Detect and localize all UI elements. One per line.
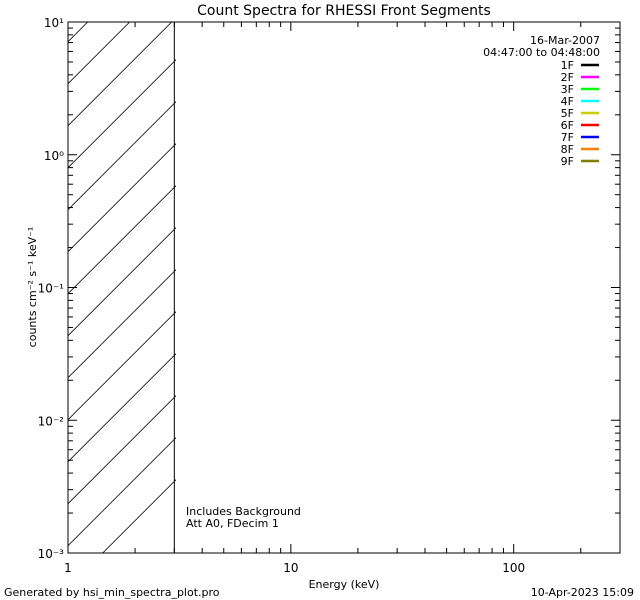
y-tick-label: 10¹ — [44, 16, 64, 30]
legend-label-3F: 3F — [561, 83, 574, 96]
legend-label-4F: 4F — [561, 95, 574, 108]
x-tick-label: 1 — [64, 561, 72, 575]
legend-label-1F: 1F — [561, 59, 574, 72]
x-axis-label: Energy (keV) — [309, 578, 380, 591]
plot-area — [68, 22, 620, 553]
background-note: Includes Background — [186, 505, 301, 518]
legend-label-6F: 6F — [561, 119, 574, 132]
x-tick-label: 10 — [283, 561, 298, 575]
y-axis-label: counts cm⁻² s⁻¹ keV⁻¹ — [26, 227, 39, 348]
legend-label-5F: 5F — [561, 107, 574, 120]
spectrum-time-range: 04:47:00 to 04:48:00 — [483, 46, 600, 59]
attenuator-note: Att A0, FDecim 1 — [186, 517, 279, 530]
axis-ticks: 1 10 100 10¹ 10⁰ 10⁻¹ 10⁻² 10⁻³ — [38, 16, 621, 575]
footer-timestamp: 10-Apr-2023 15:09 — [531, 586, 634, 599]
y-tick-label: 10⁰ — [44, 149, 64, 163]
chart-title: Count Spectra for RHESSI Front Segments — [197, 3, 491, 19]
spectrum-date: 16-Mar-2007 — [530, 34, 600, 47]
y-tick-label: 10⁻¹ — [38, 282, 65, 296]
legend-label-2F: 2F — [561, 71, 574, 84]
legend-label-8F: 8F — [561, 143, 574, 156]
y-tick-label: 10⁻³ — [38, 547, 65, 561]
footer-generator: Generated by hsi_min_spectra_plot.pro — [4, 586, 220, 599]
x-tick-label: 100 — [502, 561, 525, 575]
legend-label-7F: 7F — [561, 131, 574, 144]
y-tick-label: 10⁻² — [38, 414, 65, 428]
legend-label-9F: 9F — [561, 155, 574, 168]
